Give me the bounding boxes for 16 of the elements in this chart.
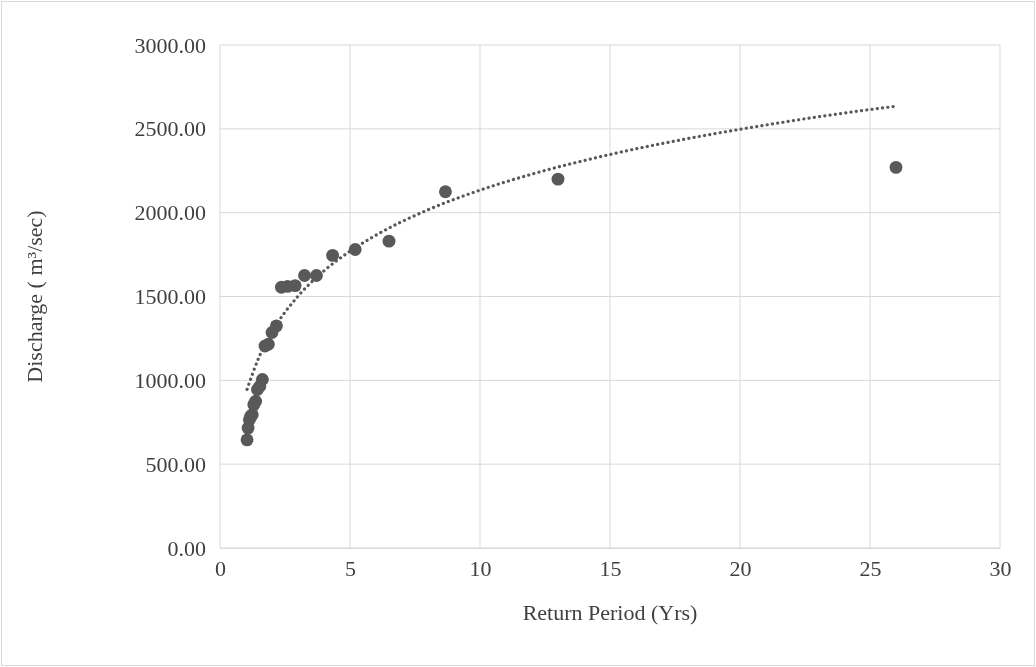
y-tick-label: 1000.00 <box>134 367 206 393</box>
x-tick-label: 15 <box>599 555 622 581</box>
y-tick-label: 3000.00 <box>134 32 206 58</box>
x-tick-label: 5 <box>345 555 356 581</box>
x-tick-label: 0 <box>215 555 226 581</box>
y-tick-label: 500.00 <box>145 451 206 477</box>
y-tick-label: 0.00 <box>167 535 206 561</box>
x-tick-label: 10 <box>469 555 492 581</box>
x-tick-label: 25 <box>859 555 882 581</box>
x-tick-label: 30 <box>989 555 1012 581</box>
x-tick-label: 20 <box>729 555 752 581</box>
y-tick-label: 2500.00 <box>134 116 206 142</box>
y-axis-title: Discharge ( m³/sec) <box>22 210 47 383</box>
y-tick-label: 1500.00 <box>134 284 206 310</box>
y-tick-label: 2000.00 <box>134 200 206 226</box>
x-axis-title: Return Period (Yrs) <box>522 600 698 625</box>
